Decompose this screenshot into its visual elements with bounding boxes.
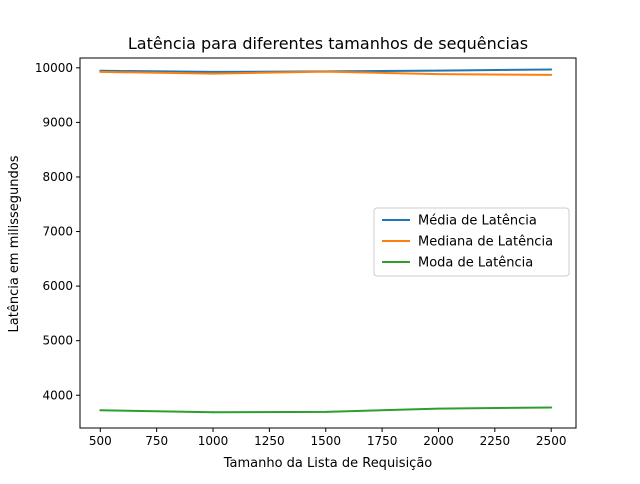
- x-tick-label: 2000: [423, 434, 454, 448]
- data-point-series-3: [99, 409, 102, 412]
- data-point-series-1: [437, 69, 440, 72]
- data-point-series-3: [212, 411, 215, 414]
- data-point-series-2: [212, 72, 215, 75]
- legend: Média de Latência Mediana de Latência Moda…: [373, 207, 570, 277]
- data-point-series-3: [324, 410, 327, 413]
- x-tick-label: 1750: [367, 434, 398, 448]
- x-tick-label: 500: [89, 434, 112, 448]
- y-tick-label: 8000: [42, 170, 73, 184]
- plot-frame: [79, 57, 577, 429]
- x-tick-label: 2500: [536, 434, 567, 448]
- y-tick-label: 7000: [42, 225, 73, 239]
- legend-label: Média de Latência: [418, 214, 537, 229]
- legend-label: Moda de Latência: [418, 256, 533, 271]
- y-tick-label: 6000: [42, 279, 73, 293]
- data-point-series-2: [550, 73, 553, 76]
- legend-box: [373, 207, 570, 277]
- data-point-series-2: [99, 70, 102, 73]
- data-point-series-3: [437, 407, 440, 410]
- data-point-series-2: [437, 73, 440, 76]
- x-tick-label: 750: [145, 434, 168, 448]
- x-tick-label: 1500: [310, 434, 341, 448]
- chart-title: Latência para diferentes tamanhos de seq…: [128, 34, 528, 53]
- data-point-series-2: [324, 70, 327, 73]
- y-axis-label: Latência em milissegundos: [7, 155, 22, 332]
- data-point-series-1: [212, 70, 215, 73]
- y-tick-label: 4000: [42, 388, 73, 402]
- data-point-series-1: [550, 68, 553, 71]
- x-axis-label: Tamanho da Lista de Requisição: [223, 456, 433, 471]
- series-lines: [99, 68, 553, 414]
- axis-ticks: 500 750 1000 1250 1500 1750 2000 2250 2500 4000 50…: [35, 61, 567, 448]
- x-tick-label: 1000: [198, 434, 229, 448]
- x-tick-label: 1250: [254, 434, 285, 448]
- y-tick-label: 5000: [42, 334, 73, 348]
- data-point-series-3: [550, 406, 553, 409]
- x-tick-label: 2250: [480, 434, 511, 448]
- legend-label: Mediana de Latência: [418, 235, 553, 250]
- y-tick-label: 10000: [35, 61, 73, 75]
- y-tick-label: 9000: [42, 115, 73, 129]
